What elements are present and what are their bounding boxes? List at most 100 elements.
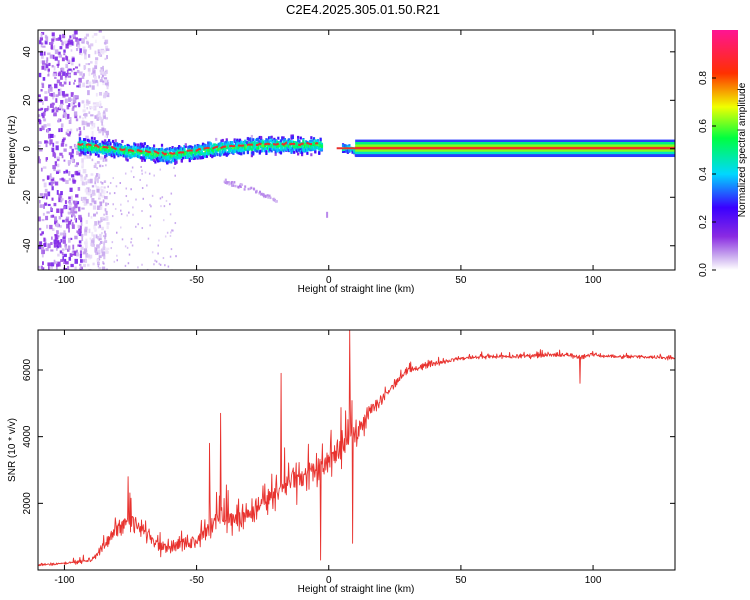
noise-cell [164, 235, 167, 238]
noise-cell [62, 114, 66, 118]
ridge-cell [109, 146, 112, 150]
ridge-cell [215, 151, 218, 155]
secondary-branch-cell [268, 194, 271, 198]
ridge-cell [195, 155, 198, 159]
noise-cell [103, 255, 106, 260]
noise-cell [68, 237, 71, 243]
ridge-cell [225, 138, 228, 142]
ridge-cell [209, 149, 213, 153]
ridge-cell [175, 156, 178, 160]
noise-cell [103, 241, 106, 245]
ridge-cell [257, 146, 260, 150]
noise-cell [103, 114, 106, 119]
noise-cell [57, 51, 61, 55]
ridge-cell [248, 147, 251, 151]
ridge-cell [283, 138, 287, 142]
noise-cell [62, 33, 66, 39]
noise-cell [101, 216, 105, 219]
ridge-cell [319, 148, 322, 152]
ridge-cell [126, 158, 129, 162]
noise-cell [120, 209, 122, 212]
noise-cell [78, 83, 81, 87]
ridge-cell [188, 157, 191, 161]
ridge-cell [163, 150, 166, 154]
ridge-cell [117, 150, 120, 154]
ridge-cell [233, 149, 236, 153]
ridge-cell [250, 154, 253, 158]
noise-cell [51, 41, 54, 47]
ridge-cell [295, 144, 298, 148]
noise-cell [96, 178, 99, 184]
ridge-cell [175, 151, 178, 155]
ridge-cell [152, 155, 156, 159]
ridge-cell [180, 152, 183, 156]
ridge-cell [109, 149, 112, 153]
noise-cell [124, 172, 127, 175]
noise-cell [102, 199, 105, 203]
ridge-cell [277, 136, 280, 140]
ridge-cell [137, 143, 140, 147]
noise-cell [66, 105, 70, 110]
noise-cell [101, 115, 105, 119]
ridge-cell [289, 140, 292, 144]
noise-cell [88, 71, 91, 77]
ridge-cell [349, 148, 353, 152]
ridge-cell [93, 137, 96, 141]
ridge-cell [287, 144, 290, 148]
ridge-cell [279, 144, 283, 148]
spectrogram-y-tick-label: 0 [22, 146, 33, 152]
ridge-cell [224, 142, 227, 146]
ridge-cell [151, 154, 154, 158]
ridge-cell [242, 151, 246, 155]
ridge-cell [167, 152, 170, 156]
noise-cell [65, 43, 69, 49]
ridge-cell [270, 149, 273, 153]
snr-marks [38, 330, 675, 567]
noise-cell [99, 164, 102, 168]
noise-cell [49, 86, 52, 90]
ridge-cell [279, 148, 283, 152]
snr-x-tick-label: 100 [585, 575, 602, 586]
ridge-cell [166, 151, 169, 155]
colorbar-tick-label: 0.0 [698, 263, 709, 277]
noise-cell [82, 199, 85, 203]
ridge-cell [139, 156, 142, 160]
ridge-cell [201, 145, 205, 149]
noise-cell [71, 157, 74, 162]
noise-cell [95, 173, 99, 177]
ridge-cell [220, 144, 223, 148]
ridge-cell [234, 149, 238, 153]
ridge-cell [281, 144, 284, 148]
noise-cell [60, 191, 63, 196]
ridge-cell [146, 144, 149, 148]
noise-cell [153, 263, 155, 266]
noise-cell [104, 79, 108, 83]
noise-cell [45, 60, 48, 65]
noise-cell [99, 102, 102, 108]
noise-cell [106, 225, 109, 230]
ridge-cell [197, 154, 201, 158]
ridge-cell [287, 140, 290, 144]
noise-cell [61, 108, 65, 111]
noise-cell [85, 198, 89, 204]
noise-cell [49, 176, 53, 181]
ridge-cell [283, 146, 287, 150]
secondary-branch-cell [244, 185, 247, 188]
ridge-cell [238, 138, 242, 142]
noise-cell [102, 131, 104, 136]
noise-cell [62, 219, 65, 223]
ridge-cell [302, 149, 305, 153]
snr-x-tick-label: 50 [455, 575, 467, 586]
noise-cell [74, 114, 78, 119]
ridge-cell [240, 146, 243, 150]
ridge-cell [311, 139, 314, 143]
noise-cell [39, 204, 43, 208]
noise-cell [51, 228, 55, 232]
ridge-cell [191, 150, 194, 154]
ridge-cell [158, 159, 161, 163]
ridge-cell [258, 140, 261, 144]
noise-cell [63, 81, 67, 85]
ridge-cell [115, 147, 119, 151]
ridge-cell [156, 150, 160, 154]
noise-cell [103, 186, 106, 189]
